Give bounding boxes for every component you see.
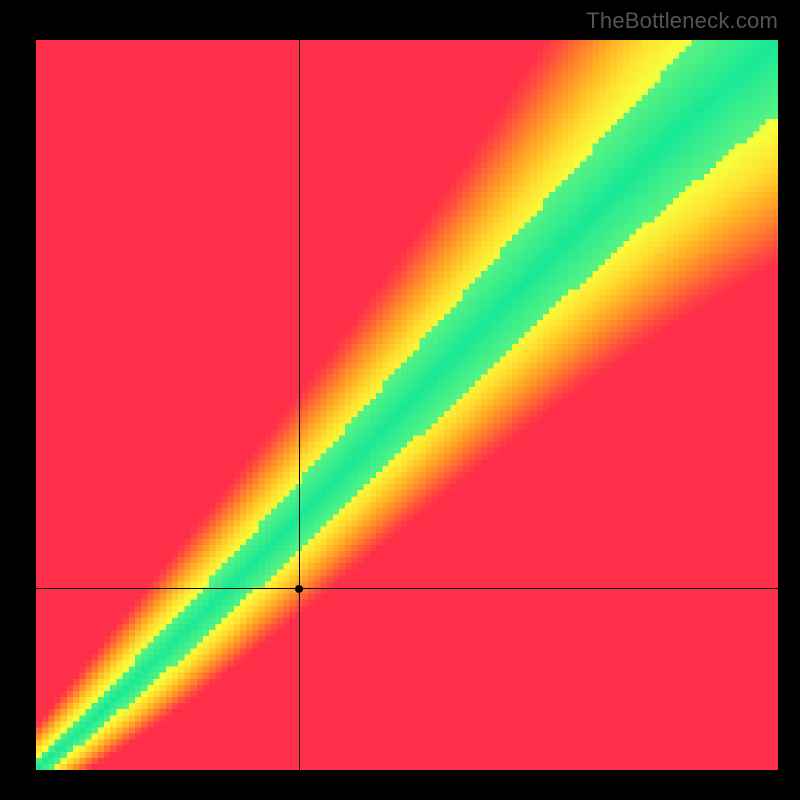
selection-point xyxy=(295,585,303,593)
chart-container: TheBottleneck.com xyxy=(0,0,800,800)
crosshair-vertical xyxy=(299,40,300,770)
bottleneck-heatmap xyxy=(36,40,778,770)
crosshair-horizontal xyxy=(36,588,778,589)
watermark-text: TheBottleneck.com xyxy=(586,8,778,34)
